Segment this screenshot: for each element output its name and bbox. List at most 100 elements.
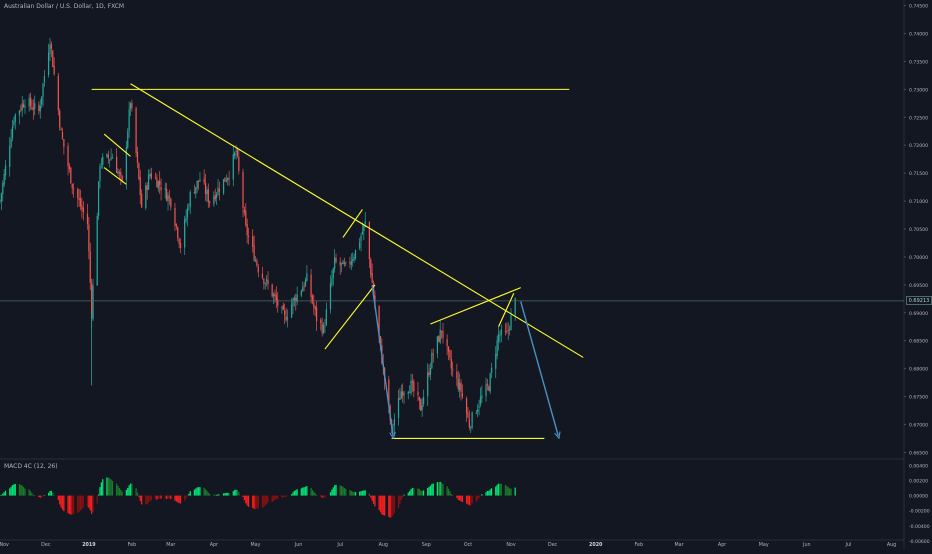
candle bbox=[149, 173, 151, 177]
candle bbox=[457, 378, 459, 390]
macd-bar bbox=[361, 490, 364, 496]
macd-bar bbox=[238, 492, 240, 496]
candle bbox=[213, 196, 215, 205]
candle bbox=[238, 156, 240, 172]
macd-bar bbox=[325, 495, 327, 497]
macd-bar bbox=[39, 495, 41, 498]
macd-bar bbox=[207, 492, 209, 496]
macd-bar bbox=[507, 487, 509, 496]
macd-bar bbox=[97, 494, 100, 496]
macd-bar bbox=[407, 492, 409, 496]
macd-bar bbox=[410, 489, 412, 496]
candle bbox=[295, 297, 297, 302]
macd-bar bbox=[42, 495, 44, 497]
price-tick-label: 0.68500 bbox=[909, 339, 928, 345]
macd-indicator-label: MACD 4C (12, 26) bbox=[4, 463, 58, 470]
macd-bar bbox=[285, 495, 287, 497]
candle bbox=[486, 383, 489, 386]
trendline bbox=[342, 209, 363, 238]
candle bbox=[164, 188, 166, 190]
time-tick-label: Jul bbox=[845, 542, 852, 548]
macd-bar bbox=[141, 495, 143, 505]
macd-bar bbox=[92, 495, 94, 512]
macd-bar bbox=[77, 495, 79, 513]
macd-bar bbox=[477, 495, 479, 500]
macd-bar bbox=[24, 488, 26, 496]
candle bbox=[82, 207, 84, 213]
macd-bar bbox=[364, 490, 366, 496]
candle bbox=[335, 258, 337, 262]
macd-bar bbox=[160, 495, 162, 499]
macd-bar bbox=[400, 495, 402, 500]
time-tick-label: Jul bbox=[336, 542, 343, 548]
candle bbox=[53, 65, 55, 75]
candle bbox=[303, 285, 305, 288]
macd-bar bbox=[234, 490, 236, 496]
candle bbox=[495, 354, 497, 369]
candle bbox=[70, 167, 72, 184]
macd-bar bbox=[304, 486, 307, 496]
candle bbox=[0, 193, 3, 202]
candle bbox=[284, 310, 286, 315]
time-tick-label: Apr bbox=[210, 542, 218, 548]
candle bbox=[131, 102, 133, 109]
candle bbox=[120, 171, 122, 176]
candle bbox=[310, 274, 312, 298]
macd-bar bbox=[422, 490, 425, 496]
candle bbox=[86, 213, 89, 225]
macd-bar bbox=[428, 486, 430, 496]
candle bbox=[397, 397, 400, 418]
macd-bar bbox=[228, 492, 230, 496]
macd-bar bbox=[72, 495, 75, 514]
candle bbox=[127, 131, 129, 148]
price-tick-label: 0.70000 bbox=[909, 255, 928, 261]
macd-bar bbox=[253, 495, 255, 510]
candle bbox=[452, 369, 454, 371]
candle bbox=[21, 103, 23, 111]
macd-tick-label: -0.00600 bbox=[909, 539, 930, 545]
macd-bar bbox=[195, 488, 197, 496]
macd-bar bbox=[293, 490, 296, 496]
candle bbox=[146, 185, 148, 190]
trendline bbox=[430, 287, 521, 325]
candle bbox=[485, 384, 487, 397]
candle bbox=[199, 179, 201, 182]
candle bbox=[50, 43, 53, 49]
macd-bar bbox=[281, 495, 283, 498]
candle bbox=[197, 180, 200, 182]
macd-bar bbox=[322, 495, 325, 498]
macd-bar bbox=[178, 495, 180, 504]
macd-tick-label: 0.00200 bbox=[909, 478, 928, 484]
candle bbox=[224, 177, 226, 182]
macd-bar bbox=[167, 495, 169, 499]
candle bbox=[438, 336, 440, 342]
macd-bar bbox=[446, 486, 448, 496]
candle bbox=[392, 426, 394, 428]
candle bbox=[465, 398, 468, 414]
macd-bar bbox=[421, 490, 423, 496]
macd-bar bbox=[118, 487, 121, 496]
macd-bar bbox=[29, 491, 32, 496]
candle bbox=[339, 262, 341, 266]
time-tick-label: Feb bbox=[635, 542, 644, 548]
candle bbox=[332, 268, 334, 279]
macd-bar bbox=[390, 495, 393, 518]
candle bbox=[235, 150, 237, 152]
candle bbox=[177, 227, 179, 239]
time-tick-label: 2020 bbox=[589, 542, 603, 548]
candle bbox=[399, 397, 401, 400]
time-tick-label: Nov bbox=[0, 542, 9, 548]
macd-bar bbox=[452, 495, 454, 497]
macd-bar bbox=[286, 495, 289, 497]
candle bbox=[72, 188, 75, 190]
macd-bar bbox=[204, 489, 207, 496]
projection-arrow bbox=[371, 284, 393, 436]
candle bbox=[321, 323, 323, 334]
macd-bar bbox=[409, 491, 411, 496]
candle bbox=[225, 180, 227, 182]
candle bbox=[49, 44, 51, 54]
candle bbox=[429, 368, 432, 375]
candle bbox=[456, 371, 458, 379]
